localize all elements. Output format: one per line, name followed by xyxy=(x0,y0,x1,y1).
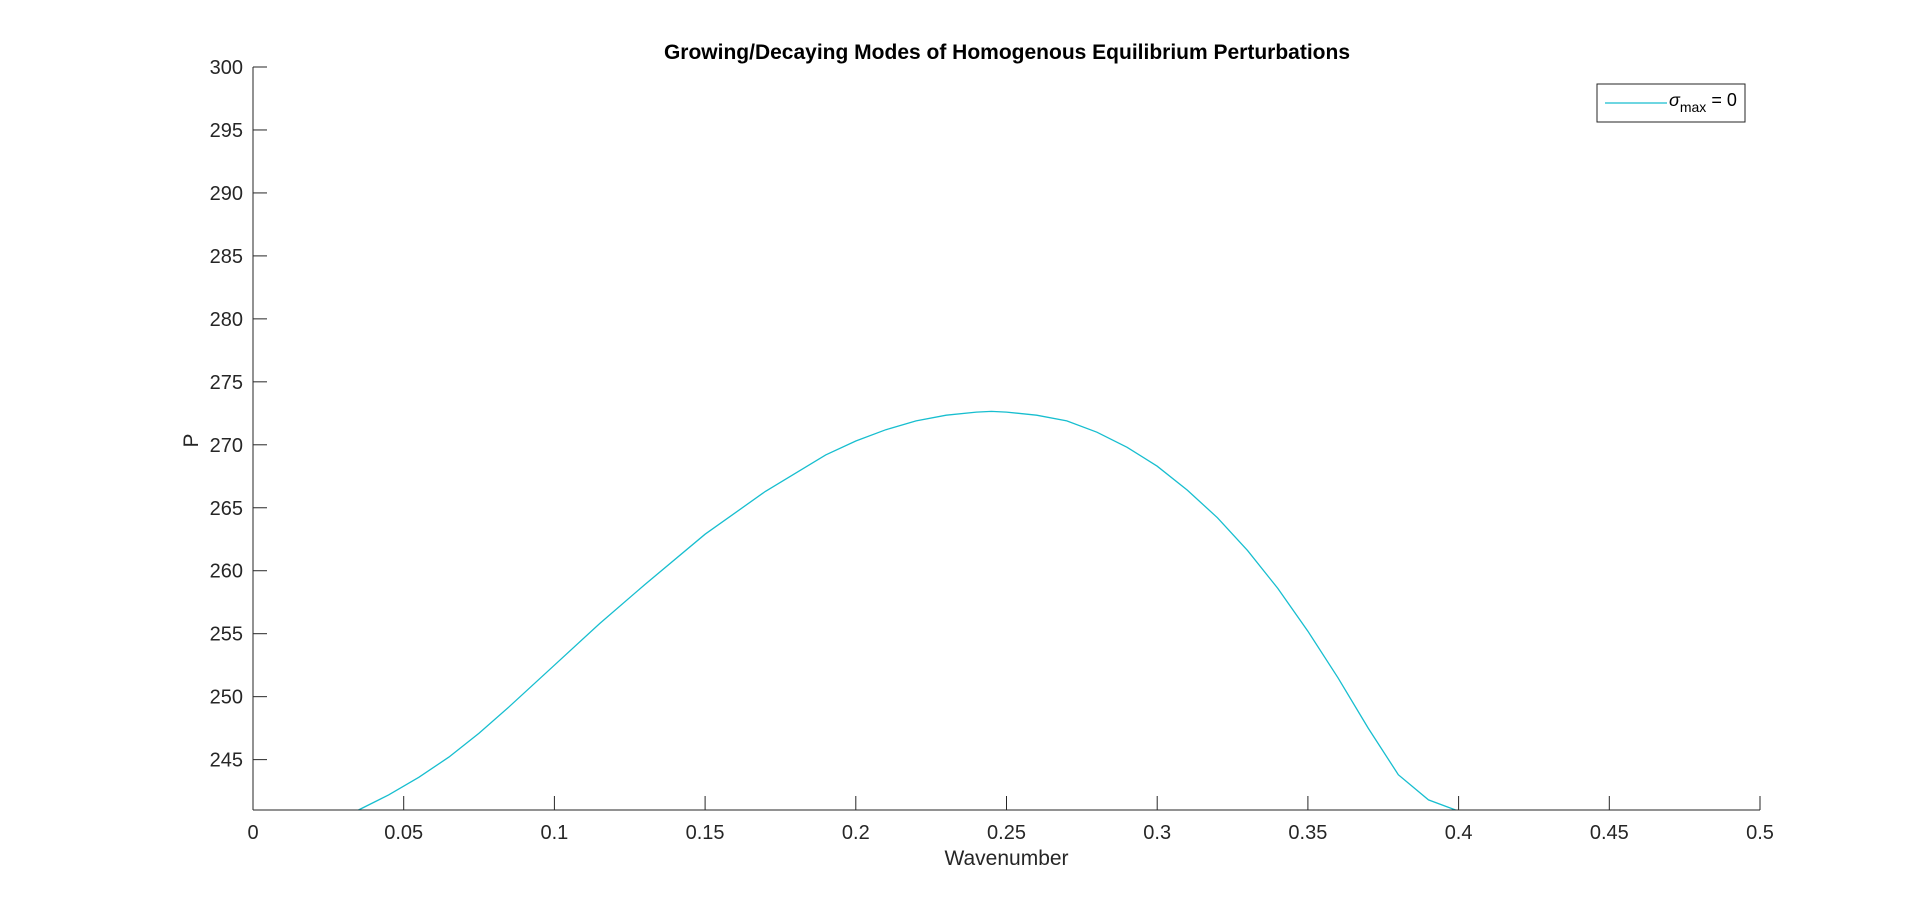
y-tick-label: 295 xyxy=(210,120,243,142)
chart-title: Growing/Decaying Modes of Homogenous Equ… xyxy=(664,41,1350,64)
legend-subscript: max xyxy=(1680,99,1706,115)
x-tick-label: 0.3 xyxy=(1143,822,1171,844)
y-axis-label: P xyxy=(180,433,203,447)
x-tick-label: 0 xyxy=(247,822,258,844)
x-tick-label: 0.4 xyxy=(1445,822,1473,844)
y-tick-label: 275 xyxy=(210,372,243,394)
y-tick-label: 290 xyxy=(210,183,243,205)
axes: 0 0.05 0.1 0.15 0.2 0.25 0.3 0.35 0.4 0.45 0.5 245 2… xyxy=(210,57,1774,844)
y-tick-label: 270 xyxy=(210,435,243,457)
x-tick-label: 0.25 xyxy=(987,822,1026,844)
y-tick-label: 245 xyxy=(210,750,243,772)
x-tick-label: 0.5 xyxy=(1746,822,1774,844)
plot-area xyxy=(358,410,1456,811)
legend-suffix: = 0 xyxy=(1706,90,1737,110)
y-tick-label: 300 xyxy=(210,57,243,79)
legend-symbol: σ xyxy=(1669,90,1681,110)
x-axis-label: Wavenumber xyxy=(944,847,1068,870)
x-tick-label: 0.05 xyxy=(384,822,423,844)
x-tick-label: 0.15 xyxy=(686,822,725,844)
y-tick-label: 250 xyxy=(210,687,243,709)
x-tick-label: 0.2 xyxy=(842,822,870,844)
legend: σmax = 0 xyxy=(1596,83,1746,123)
y-tick-label: 255 xyxy=(210,624,243,646)
y-tick-label: 285 xyxy=(210,246,243,268)
x-tick-label: 0.45 xyxy=(1590,822,1629,844)
legend-entry-label: σmax = 0 xyxy=(1669,90,1737,115)
y-tick-label: 280 xyxy=(210,309,243,331)
x-tick-label: 0.35 xyxy=(1288,822,1327,844)
y-tick-label: 260 xyxy=(210,561,243,583)
x-tick-label: 0.1 xyxy=(540,822,568,844)
series-line-0 xyxy=(358,410,1456,811)
y-tick-label: 265 xyxy=(210,498,243,520)
